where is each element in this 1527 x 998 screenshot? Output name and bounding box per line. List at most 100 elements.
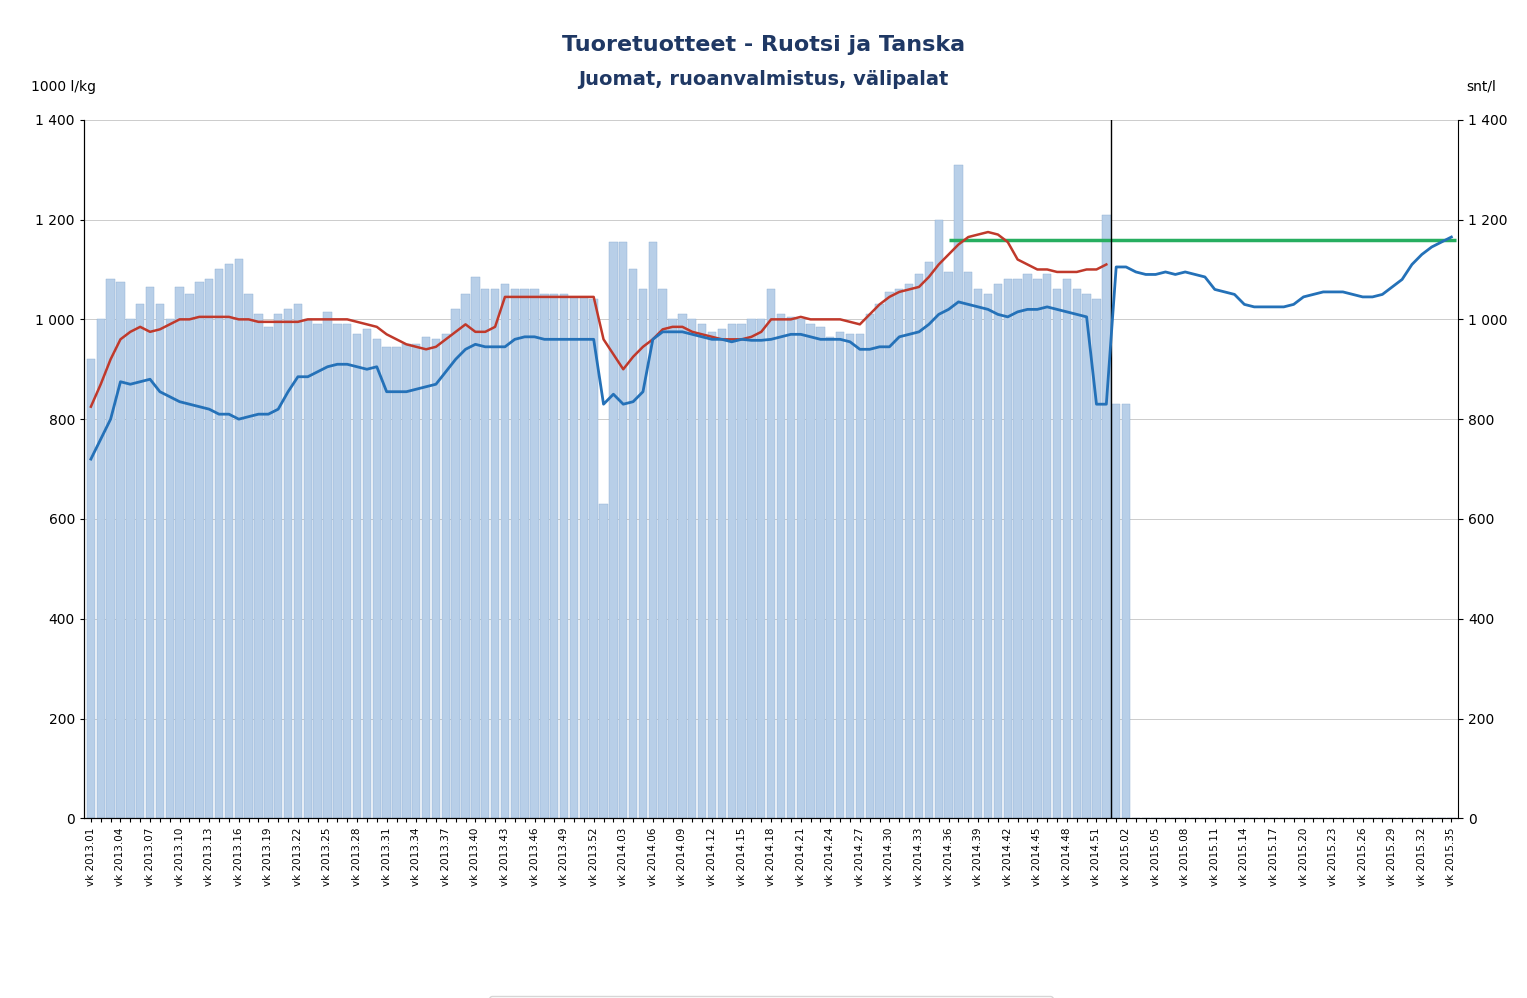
Bar [658, 289, 667, 818]
Bar [264, 327, 272, 818]
Bar [786, 317, 796, 818]
Bar [915, 274, 924, 818]
Bar [461, 294, 470, 818]
Bar [363, 329, 371, 818]
Bar [392, 347, 400, 818]
Bar [333, 324, 342, 818]
Bar [1122, 404, 1130, 818]
Bar [87, 359, 95, 818]
Bar [490, 289, 499, 818]
Bar [954, 165, 962, 818]
Bar [147, 287, 154, 818]
Bar [116, 281, 125, 818]
Bar [855, 334, 864, 818]
Bar [136, 304, 145, 818]
Bar [709, 332, 716, 818]
Bar [906, 284, 913, 818]
Bar [382, 347, 391, 818]
Bar [698, 324, 707, 818]
Bar [944, 271, 953, 818]
Bar [1112, 404, 1121, 818]
Bar [846, 334, 854, 818]
Bar [452, 309, 460, 818]
Bar [550, 294, 559, 818]
Bar [580, 297, 588, 818]
Bar [1003, 279, 1012, 818]
Bar [678, 314, 687, 818]
Bar [127, 319, 134, 818]
Bar [747, 319, 756, 818]
Text: snt/l: snt/l [1466, 80, 1496, 94]
Bar [472, 276, 479, 818]
Bar [481, 289, 490, 818]
Bar [1014, 279, 1022, 818]
Bar [1052, 289, 1061, 818]
Bar [344, 324, 351, 818]
Bar [1083, 294, 1090, 818]
Bar [235, 259, 243, 818]
Bar [895, 289, 904, 818]
Bar [165, 319, 174, 818]
Bar [964, 271, 973, 818]
Bar [1034, 279, 1041, 818]
Bar [669, 319, 676, 818]
Bar [402, 344, 411, 818]
Bar [293, 304, 302, 818]
Bar [777, 314, 785, 818]
Bar [353, 334, 362, 818]
Bar [757, 319, 765, 818]
Bar [273, 314, 282, 818]
Bar [441, 334, 450, 818]
Bar [304, 319, 312, 818]
Bar [421, 337, 431, 818]
Bar [638, 289, 647, 818]
Bar [560, 294, 568, 818]
Bar [935, 220, 944, 818]
Bar [96, 319, 105, 818]
Bar [530, 289, 539, 818]
Bar [618, 243, 628, 818]
Bar [817, 327, 825, 818]
Bar [432, 339, 440, 818]
Text: Juomat, ruoanvalmistus, välipalat: Juomat, ruoanvalmistus, välipalat [579, 70, 948, 89]
Bar [589, 299, 599, 818]
Bar [727, 324, 736, 818]
Bar [826, 337, 834, 818]
Bar [600, 504, 608, 818]
Bar [176, 287, 183, 818]
Bar [373, 339, 380, 818]
Text: 1000 l/kg: 1000 l/kg [31, 80, 96, 94]
Text: Tuoretuotteet - Ruotsi ja Tanska: Tuoretuotteet - Ruotsi ja Tanska [562, 35, 965, 55]
Bar [205, 279, 214, 818]
Bar [629, 269, 637, 818]
Bar [501, 284, 508, 818]
Bar [835, 332, 844, 818]
Bar [649, 243, 657, 818]
Bar [925, 261, 933, 818]
Bar [994, 284, 1002, 818]
Bar [875, 304, 884, 818]
Bar [866, 314, 873, 818]
Bar [718, 329, 725, 818]
Bar [244, 294, 253, 818]
Legend: Määrä, 4 viikon KA, 4 viikon KA ed. vuosi, Tavoite: Määrä, 4 viikon KA, 4 viikon KA ed. vuos… [490, 996, 1052, 998]
Bar [284, 309, 292, 818]
Bar [1072, 289, 1081, 818]
Bar [886, 291, 893, 818]
Bar [1063, 279, 1070, 818]
Bar [195, 281, 203, 818]
Bar [1092, 299, 1101, 818]
Bar [570, 297, 579, 818]
Bar [609, 243, 617, 818]
Bar [185, 294, 194, 818]
Bar [767, 289, 776, 818]
Bar [324, 312, 331, 818]
Bar [689, 319, 696, 818]
Bar [255, 314, 263, 818]
Bar [224, 264, 234, 818]
Bar [313, 324, 322, 818]
Bar [156, 304, 163, 818]
Bar [107, 279, 115, 818]
Bar [1043, 274, 1052, 818]
Bar [1023, 274, 1032, 818]
